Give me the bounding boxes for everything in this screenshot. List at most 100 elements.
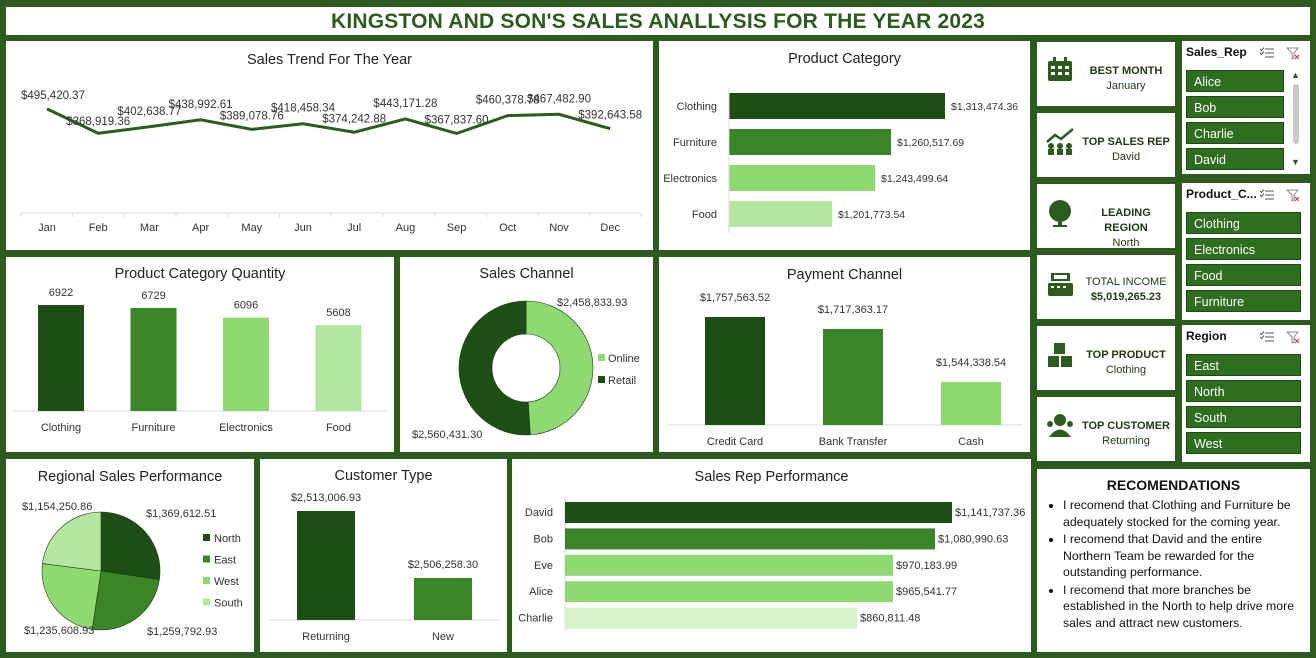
kpi-label: LEADING REGION: [1101, 207, 1151, 234]
slicer-item[interactable]: Electronics: [1186, 238, 1301, 260]
slicer-item[interactable]: Charlie: [1186, 122, 1284, 144]
payment-data-label: $1,717,363.17: [818, 304, 888, 316]
sales-channel-slice[interactable]: [458, 300, 531, 436]
payment-bar[interactable]: [941, 382, 1001, 425]
customer-icon: [1047, 414, 1073, 437]
recommendations-list: I recomend that Clothing and Furniture b…: [1045, 497, 1300, 632]
multi-select-icon[interactable]: [1260, 47, 1274, 59]
sales-rep-bar[interactable]: [565, 528, 935, 550]
slicer-region[interactable]: Region East North South West: [1182, 325, 1310, 462]
payment-tick-label: Cash: [958, 436, 984, 448]
trend-x-tick-label: Aug: [396, 222, 416, 234]
payment-channel-panel[interactable]: Payment Channel $1,757,563.52 Credit Card…: [659, 257, 1030, 452]
quantity-tick-label: Food: [326, 422, 351, 434]
sales-channel-legend-swatch: [598, 354, 605, 361]
customer-data-label: $2,506,258.30: [408, 559, 478, 571]
clear-filter-icon[interactable]: [1286, 189, 1300, 202]
slicer-item[interactable]: South: [1186, 406, 1301, 428]
regional-legend-swatch: [203, 577, 210, 584]
product-category-bar[interactable]: [729, 129, 891, 155]
product-category-tick-label: Electronics: [663, 173, 717, 185]
slicer-item[interactable]: Alice: [1186, 70, 1284, 92]
regional-data-label: $1,259,792.93: [147, 626, 217, 638]
regional-slice[interactable]: [42, 511, 102, 572]
quantity-bar[interactable]: [315, 325, 362, 411]
clear-filter-icon[interactable]: [1286, 331, 1300, 344]
payment-bar[interactable]: [705, 317, 765, 425]
globe-icon: [1049, 200, 1071, 227]
customer-bar[interactable]: [414, 578, 472, 620]
slicer-item[interactable]: North: [1186, 380, 1301, 402]
kpi-card-best-month: BEST MONTH January: [1037, 42, 1175, 106]
clear-filter-icon[interactable]: [1286, 47, 1300, 60]
trend-data-label: $367,837.60: [425, 114, 489, 126]
trend-x-tick-label: Dec: [600, 222, 620, 234]
kpi-card-top-customer: TOP CUSTOMER Returning: [1037, 397, 1175, 461]
trend-data-label: $438,992.61: [169, 99, 233, 111]
regional-slice[interactable]: [100, 511, 161, 580]
sales-rep-data-label: $1,080,990.63: [938, 533, 1008, 545]
category-quantity-panel[interactable]: Product Category Quantity 6922 Clothing 67…: [6, 257, 394, 452]
slicer-product-c-[interactable]: Product_C... Clothing Electronics Food Furn…: [1182, 183, 1310, 320]
quantity-bar[interactable]: [130, 307, 177, 411]
scroll-down-icon[interactable]: ▼: [1291, 157, 1300, 167]
customer-type-title: Customer Type: [334, 468, 433, 484]
multi-select-icon[interactable]: [1260, 189, 1274, 201]
slicer-item[interactable]: Food: [1186, 264, 1301, 286]
slicer-item[interactable]: Bob: [1186, 96, 1284, 118]
slicer-item[interactable]: West: [1186, 432, 1301, 454]
sales-trend-chart: $495,420.37 $368,919.36$402,638.77$438,99…: [20, 90, 642, 234]
slicer-item[interactable]: East: [1186, 354, 1301, 376]
payment-bar[interactable]: [823, 329, 883, 425]
trend-x-tick-label: Jun: [294, 222, 312, 234]
sales-trend-panel[interactable]: Sales Trend For The Year $495,420.37 $368…: [6, 41, 653, 250]
customer-data-label: $2,513,006.93: [291, 492, 361, 504]
recommendations-panel: RECOMENDATIONS I recomend that Clothing …: [1037, 469, 1310, 652]
slicer-sales-rep[interactable]: Sales_Rep Alice Bob Charlie David ▲ ▼: [1182, 41, 1310, 174]
customer-type-panel[interactable]: Customer Type $2,513,006.93 Returning $2,5…: [260, 459, 507, 652]
trend-data-label: $443,171.28: [373, 98, 437, 110]
product-category-data-label: $1,260,517.69: [897, 137, 964, 149]
sales-rep-data-label: $1,141,737.36: [955, 507, 1025, 519]
sales-channel-panel[interactable]: Sales Channel $2,458,833.93 $2,560,431.30…: [400, 257, 653, 452]
quantity-bar[interactable]: [223, 317, 269, 411]
scroll-up-icon[interactable]: ▲: [1291, 70, 1300, 80]
recommendation-item: I recomend that Clothing and Furniture b…: [1063, 497, 1300, 530]
slicer-title: Sales_Rep: [1186, 45, 1247, 59]
slicer-item[interactable]: Clothing: [1186, 212, 1301, 234]
product-category-bar[interactable]: [729, 201, 832, 227]
kpi-value: North: [1112, 237, 1140, 249]
kpi-label: TOP CUSTOMER: [1081, 420, 1171, 432]
sales-rep-bar[interactable]: [565, 607, 857, 629]
product-category-bar[interactable]: [729, 165, 875, 191]
product-category-bar[interactable]: [729, 93, 945, 119]
slicer-scrollbar[interactable]: ▲ ▼: [1289, 68, 1303, 171]
sales-channel-data-label: $2,560,431.30: [412, 429, 482, 441]
customer-bar[interactable]: [297, 511, 355, 620]
sales-rep-data-label: $965,541.77: [896, 586, 957, 598]
kpi-card-total-income: TOTAL INCOME $5,019,265.23: [1037, 255, 1175, 319]
sales-rep-tick-label: Alice: [529, 586, 553, 598]
regional-data-label: $1,154,250.86: [22, 501, 92, 513]
quantity-bar[interactable]: [38, 305, 84, 411]
regional-panel[interactable]: Regional Sales Performance $1,369,612.51…: [6, 459, 254, 652]
regional-slice[interactable]: [91, 570, 160, 631]
slicer-item[interactable]: David: [1186, 148, 1284, 170]
sales-rep-bar[interactable]: [565, 581, 893, 603]
recommendation-item: I recomend that David and the entire Nor…: [1063, 531, 1300, 581]
regional-slice[interactable]: [41, 563, 102, 630]
product-category-tick-label: Clothing: [677, 101, 717, 113]
scrollbar-thumb[interactable]: [1293, 84, 1299, 144]
multi-select-icon[interactable]: [1260, 331, 1274, 343]
product-category-panel[interactable]: Product Category Clothing $1,313,474.36 Fu…: [659, 41, 1030, 250]
slicer-item[interactable]: Furniture: [1186, 290, 1301, 312]
trend-data-label: $467,482.90: [527, 93, 591, 105]
sales-rep-bar[interactable]: [565, 502, 952, 523]
calendar-icon: [1048, 57, 1072, 81]
trend-data-label: $368,919.36: [66, 116, 130, 128]
sales-rep-bar[interactable]: [565, 554, 893, 576]
sales-rep-panel[interactable]: Sales Rep Performance David $1,141,737.36…: [512, 459, 1031, 652]
cash-register-icon: [1048, 273, 1073, 296]
trend-data-label: $460,378.78: [476, 95, 540, 107]
sales-channel-slice[interactable]: [525, 300, 594, 436]
